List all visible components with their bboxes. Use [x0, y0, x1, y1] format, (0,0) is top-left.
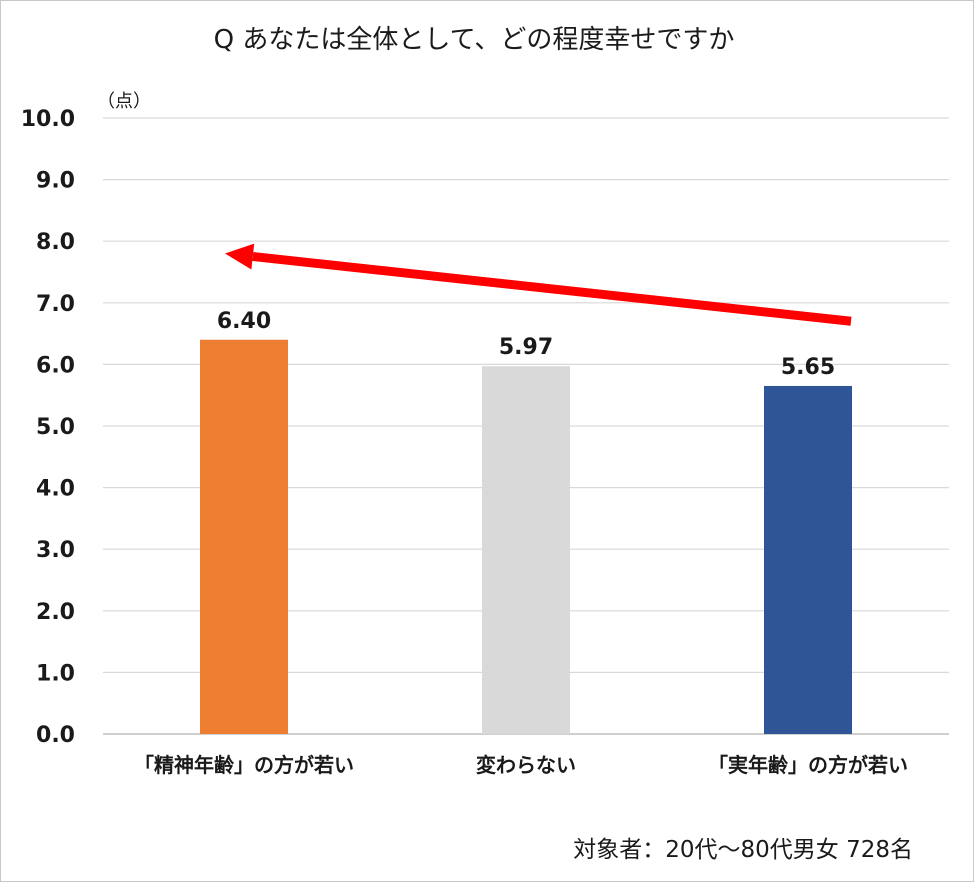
trend-arrow-annotation	[225, 243, 852, 326]
bar	[482, 366, 570, 734]
y-tick-label: 6.0	[36, 353, 75, 378]
bar	[200, 339, 288, 734]
x-axis-labels: 「精神年齢」の方が若い 変わらない 「実年齢」の方が若い	[134, 753, 908, 777]
arrow-shaft	[252, 252, 852, 326]
bar-value-label: 6.40	[217, 309, 271, 334]
y-tick-label: 3.0	[36, 538, 75, 563]
bars	[200, 339, 852, 734]
data-labels: 6.40 5.97 5.65	[217, 309, 835, 380]
arrow-head	[225, 243, 255, 270]
sample-footnote: 対象者：20代～80代男女 728名	[573, 837, 913, 863]
bar-value-label: 5.65	[781, 355, 835, 380]
bar	[764, 385, 852, 734]
y-tick-label: 2.0	[36, 600, 75, 625]
y-axis-ticks: 0.0 1.0 2.0 3.0 4.0 5.0 6.0 7.0 8.0 9.0 10.0	[21, 107, 75, 748]
bar-value-label: 5.97	[499, 335, 553, 360]
y-tick-label: 7.0	[36, 292, 75, 317]
y-tick-label: 1.0	[36, 661, 75, 686]
x-category-label: 変わらない	[476, 753, 576, 777]
y-tick-label: 5.0	[36, 415, 75, 440]
y-tick-label: 0.0	[36, 723, 75, 748]
x-category-label: 「精神年齢」の方が若い	[134, 753, 354, 777]
y-tick-label: 9.0	[36, 169, 75, 194]
y-tick-label: 8.0	[36, 230, 75, 255]
y-axis-unit-label: （点）	[97, 91, 151, 112]
chart-title: Q あなたは全体として、どの程度幸せですか	[214, 25, 735, 55]
x-category-label: 「実年齢」の方が若い	[708, 753, 908, 777]
y-tick-label: 4.0	[36, 477, 75, 502]
y-tick-label: 10.0	[21, 107, 75, 132]
